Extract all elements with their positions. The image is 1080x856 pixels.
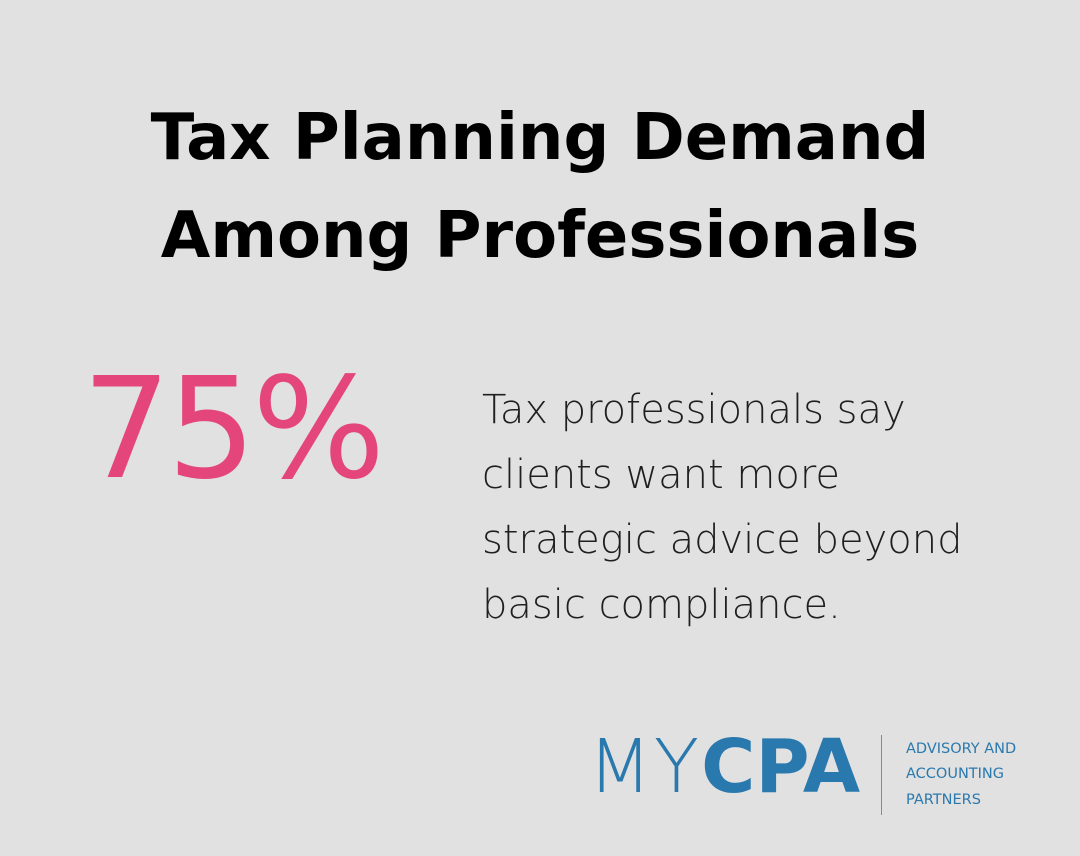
description-line: basic compliance. [482, 582, 841, 628]
title-line: Tax Planning Demand [150, 101, 930, 175]
logo: MYCPA [588, 730, 860, 804]
stat-value: 75% [82, 348, 385, 511]
logo-name-bold: CPA [701, 724, 861, 810]
logo-divider [881, 735, 882, 815]
logo-tagline: ADVISORY AND [906, 741, 1017, 757]
description-line: clients want more [482, 452, 841, 498]
logo-tagline: PARTNERS [906, 792, 981, 808]
logo-name-light: MY [588, 724, 702, 810]
description-line: Tax professionals say [482, 387, 906, 433]
title-line: Among Professionals [160, 199, 920, 273]
logo-tagline: ACCOUNTING [906, 766, 1005, 782]
description-line: strategic advice beyond [482, 517, 963, 563]
